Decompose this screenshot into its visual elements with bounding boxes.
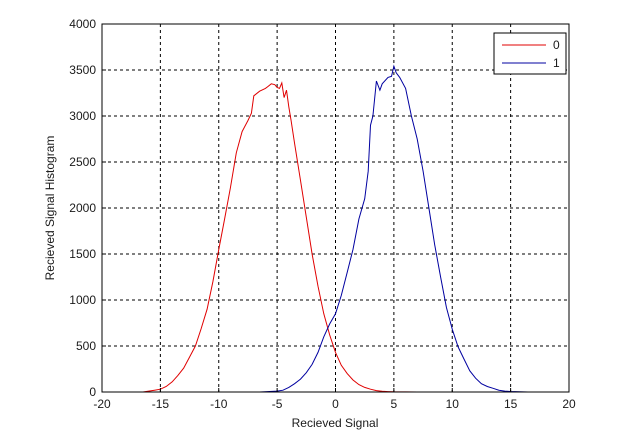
x-tick-label: -10 bbox=[210, 397, 228, 411]
series-line-1 bbox=[259, 64, 529, 393]
y-tick-label: 3000 bbox=[69, 109, 96, 123]
x-tick-label: -15 bbox=[152, 397, 170, 411]
y-tick-label: 1000 bbox=[69, 293, 96, 307]
y-tick-label: 4000 bbox=[69, 17, 96, 31]
y-tick-label: 2000 bbox=[69, 201, 96, 215]
y-axis-label: Recieved Signal Histogram bbox=[43, 136, 57, 281]
x-axis-label: Recieved Signal bbox=[292, 416, 379, 430]
legend-label-0: 0 bbox=[553, 38, 560, 52]
y-tick-label: 0 bbox=[89, 385, 96, 399]
series-line-0 bbox=[142, 81, 418, 393]
legend-box bbox=[493, 32, 567, 75]
x-tick-label: -20 bbox=[93, 397, 111, 411]
y-tick-label: 500 bbox=[76, 339, 96, 353]
legend: 0 1 bbox=[493, 32, 567, 75]
y-tick-label: 2500 bbox=[69, 155, 96, 169]
y-tick-label: 1500 bbox=[69, 247, 96, 261]
x-tick-label: 5 bbox=[391, 397, 398, 411]
x-tick-label: 15 bbox=[504, 397, 518, 411]
axis-ticks: -20 -15 -10 -5 0 5 10 15 20050010001500200025003… bbox=[69, 17, 576, 411]
x-tick-label: 20 bbox=[562, 397, 576, 411]
grid-lines bbox=[102, 24, 569, 392]
legend-label-1: 1 bbox=[553, 56, 560, 70]
x-tick-label: 0 bbox=[332, 397, 339, 411]
y-tick-label: 3500 bbox=[69, 63, 96, 77]
data-series bbox=[142, 64, 529, 393]
x-tick-label: -5 bbox=[272, 397, 283, 411]
x-tick-label: 10 bbox=[446, 397, 460, 411]
